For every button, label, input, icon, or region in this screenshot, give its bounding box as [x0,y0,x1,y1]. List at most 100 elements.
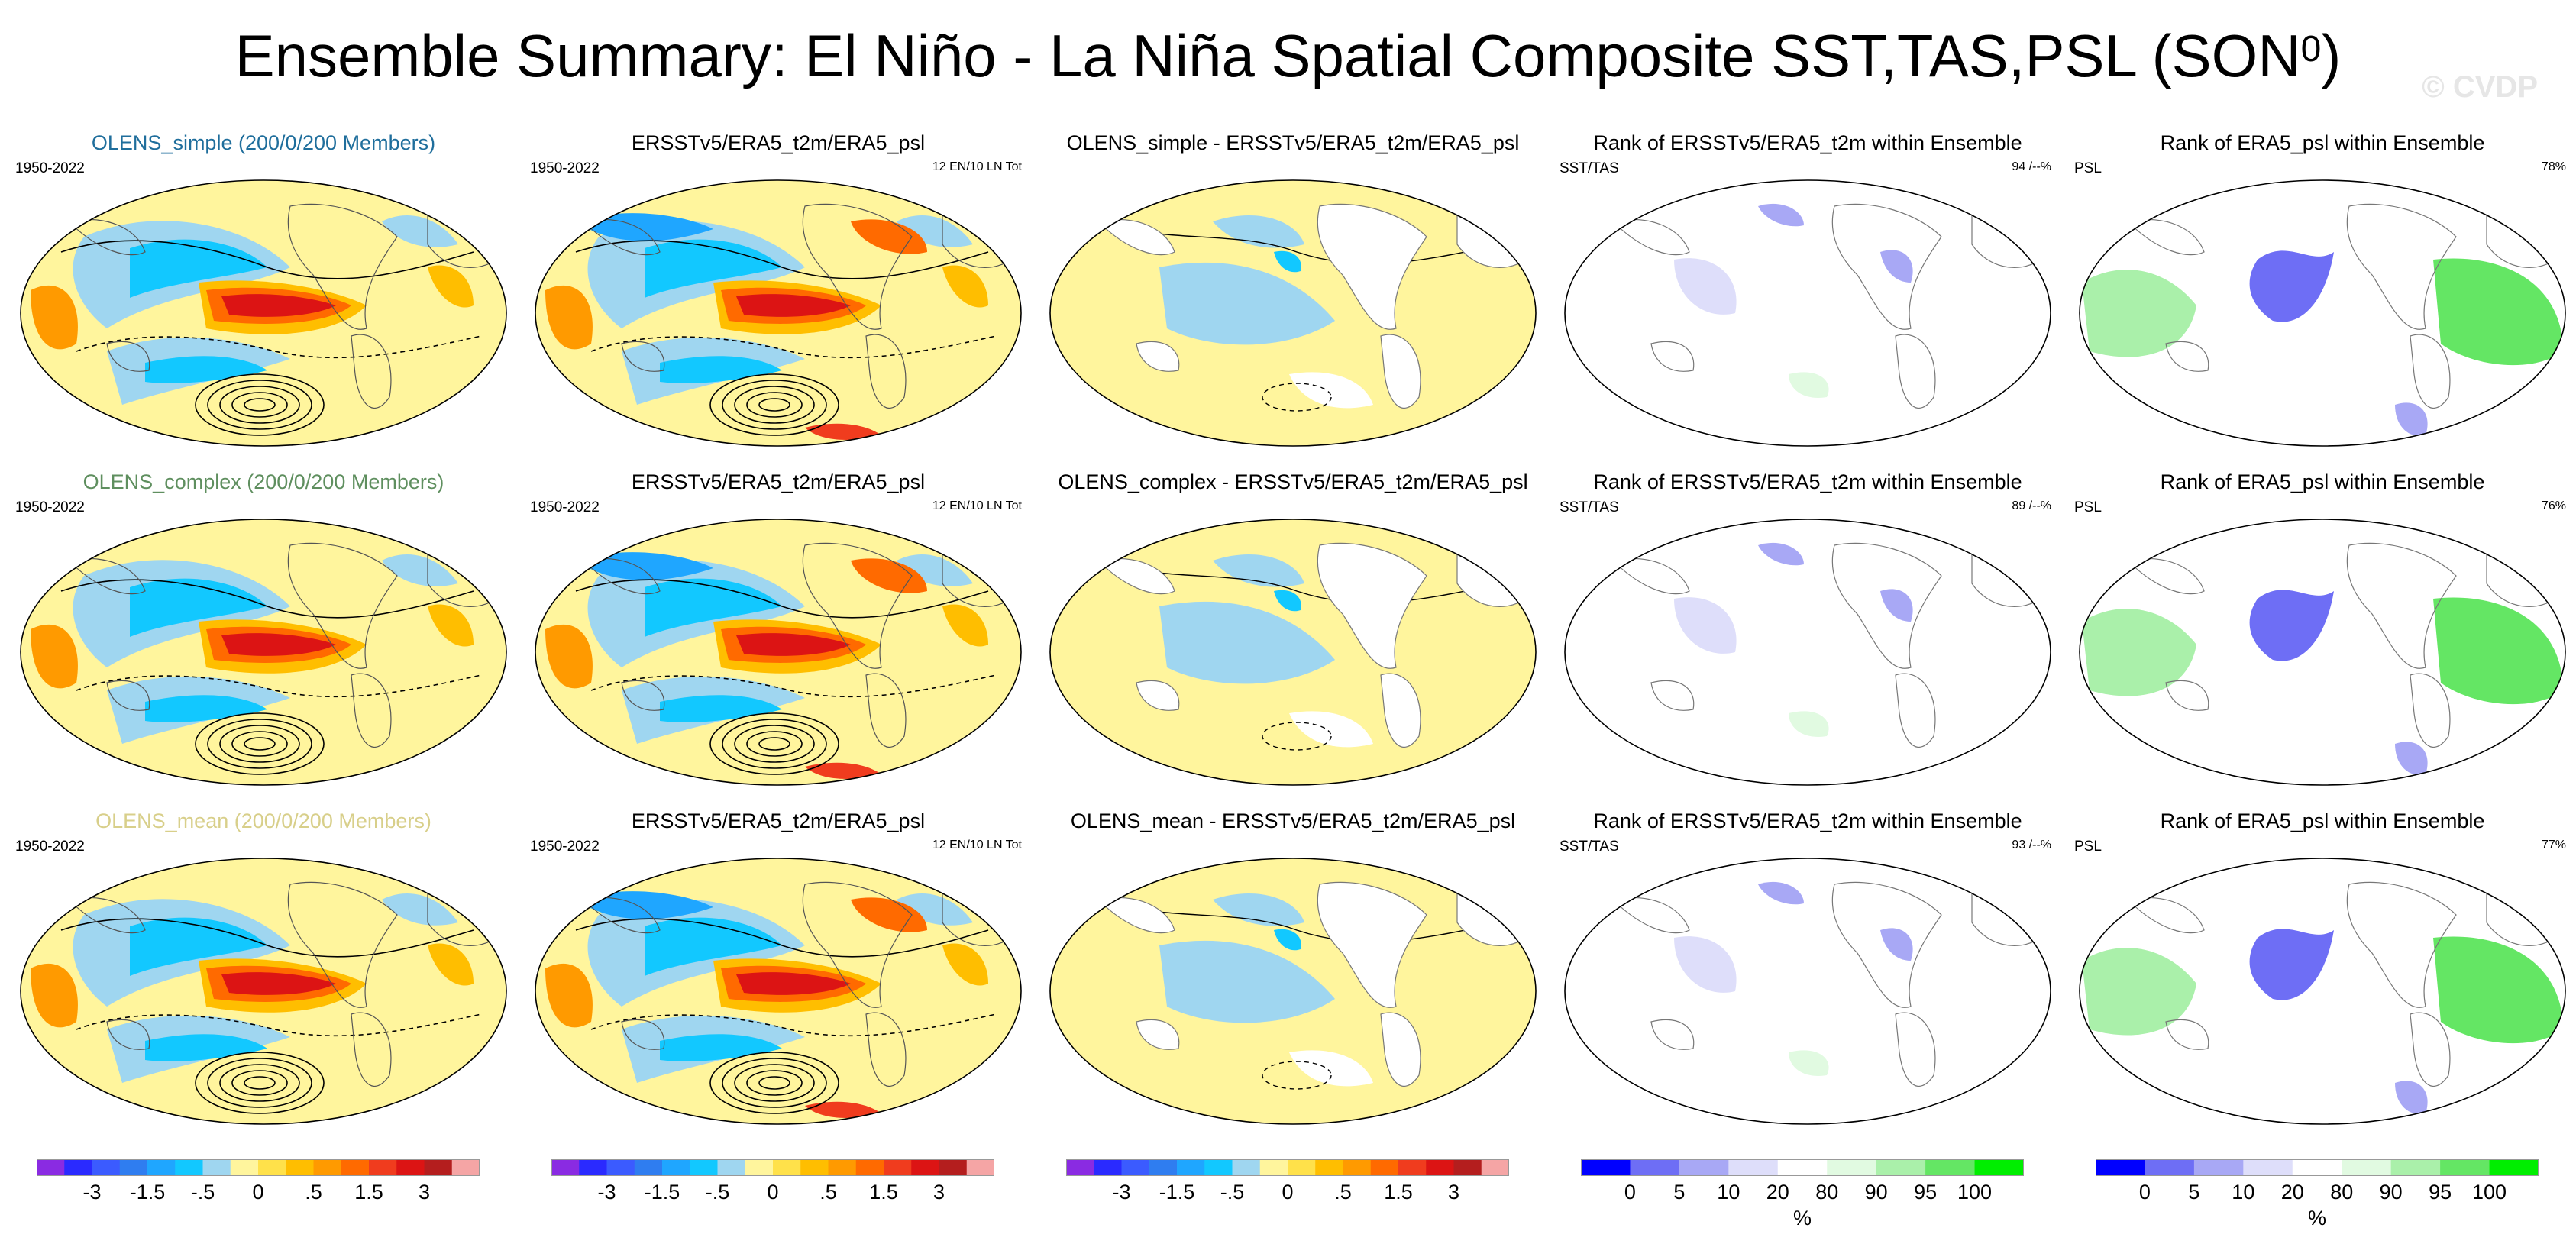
map-panel-obs-row3: ERSSTv5/ERA5_t2m/ERA5_psl 1950-2022 12 EN/… [530,808,1026,1129]
panel-left-label: PSL [2074,499,2102,515]
map-border [1049,858,1537,1125]
colorbar-swatch [64,1159,92,1176]
anomaly-contour-fill [545,963,593,1028]
map-background [2080,519,2565,785]
anomaly-contour-fill [382,554,458,586]
composite-colorbar: -3 -1.5 -.5 0 .5 1.5 3 [1066,1159,1509,1220]
rank-region-low [1758,542,1804,566]
anomaly-contour-fill [897,215,973,247]
coastline [287,881,398,1008]
panel-left-label: 1950-2022 [530,160,600,176]
coastline [1317,203,1427,330]
colorbar-swatch [1876,1159,1926,1176]
colorbar-swatch [717,1159,746,1176]
colorbar-swatch [745,1159,774,1176]
psl-contour-negative [590,1013,997,1037]
difference-contour-fill [1274,929,1301,951]
psl-contour [746,1070,803,1096]
colorbar-tick-label: 5 [1673,1181,1686,1204]
panel-right-label: 12 EN/10 LN Tot [932,838,1022,851]
panel-right-label: 12 EN/10 LN Tot [932,499,1022,512]
rank-colorbar: 0 5 10 20 80 90 95 100% [1581,1159,2024,1229]
anomaly-contour-fill [221,294,336,317]
map-background [1565,858,2051,1124]
coastline [1831,203,1942,330]
coastline [1611,557,1690,595]
anomaly-contour-fill [645,917,782,976]
coastline [2126,218,2205,256]
anomaly-contour-fill [897,893,973,926]
colorbar-swatch [1259,1159,1288,1176]
map-border [535,179,1022,447]
anomaly-contour-fill [545,624,593,689]
coastline [621,680,665,711]
figure-title: Ensemble Summary: El Niño - La Niña Spat… [234,22,2342,89]
colorbar-swatch [1121,1159,1150,1176]
coastline [1831,881,1942,1008]
map-panel-model-row3: OLENS_mean (200/0/200 Members) 1950-2022 [15,808,512,1129]
rank-region-low [2395,1081,2428,1114]
coastline [2126,897,2205,934]
colorbar-tick-label: 20 [2280,1181,2304,1204]
colorbar-tick-label: -3 [82,1181,102,1204]
panel-title: OLENS_simple (200/0/200 Members) [91,131,436,154]
map-panel-model-row2: OLENS_complex (200/0/200 Members) 1950-20… [15,469,512,790]
panel-title: ERSSTv5/ERA5_t2m/ERA5_psl [631,809,926,832]
colorbar-tick-label: 10 [1717,1181,1740,1204]
coastline [1650,341,1695,372]
panel-left-label: SST/TAS [1559,838,1619,855]
coastline [287,203,398,330]
coastline [67,218,146,256]
coastline [2410,673,2451,748]
coastline [2165,1019,2209,1050]
rank-region-low [2249,250,2334,322]
anomaly-contour-fill [31,624,78,689]
rank-region-low [2249,929,2334,1000]
rank-region-low [2395,742,2428,775]
coastline [351,673,392,748]
world-map [2079,179,2566,447]
psl-contour-negative [76,335,482,359]
anomaly-contour-fill [851,558,927,593]
colorbar-swatch [1974,1159,2024,1176]
psl-contour [231,1070,288,1096]
coastline [2410,1012,2451,1087]
colorbar-tick-label: 90 [2379,1181,2403,1204]
colorbar-swatch [286,1159,314,1176]
colorbar-tick-label: 3 [932,1181,945,1204]
colorbar-swatch [551,1159,580,1176]
world-map [1564,179,2051,447]
psl-contour [219,1064,300,1102]
panel-right-label: 93 /--% [2012,838,2051,851]
psl-contour [575,918,989,958]
psl-contour-negative [590,674,997,698]
colorbar-swatch [1343,1159,1372,1176]
map-background [1565,519,2051,785]
colorbar-tick-label: -1.5 [129,1181,166,1204]
world-map [535,858,1022,1125]
map-background [2080,858,2565,1124]
coastline [582,218,661,256]
anomaly-contour-fill [130,917,267,976]
coastline [287,542,398,669]
colorbar-tick-label: -1.5 [1159,1181,1195,1204]
colorbar-swatch [773,1159,801,1176]
anomaly-contour-fill [805,1101,881,1118]
coastline [865,673,907,748]
map-panel-diff-row1: OLENS_simple - ERSSTv5/ERA5_t2m/ERA5_psl [1045,130,1541,451]
psl-contour [195,1052,325,1114]
colorbar-tick-label: 1.5 [354,1181,383,1204]
rank-region-low [1674,936,1737,993]
colorbar-swatch [662,1159,690,1176]
psl-contour [244,398,276,412]
coastline [1611,218,1690,256]
panel-title: OLENS_simple - ERSSTv5/ERA5_t2m/ERA5_psl [1066,131,1520,154]
rank-region-low [1880,928,1913,961]
colorbar-swatch [2489,1159,2539,1176]
psl-diff-contour [1262,1061,1332,1090]
colorbar-tick-label: 0 [2138,1181,2151,1204]
difference-contour-fill [1274,250,1301,273]
colorbar-tick-label: 3 [1447,1181,1460,1204]
psl-contour [231,731,288,757]
colorbar-swatch [1288,1159,1316,1176]
